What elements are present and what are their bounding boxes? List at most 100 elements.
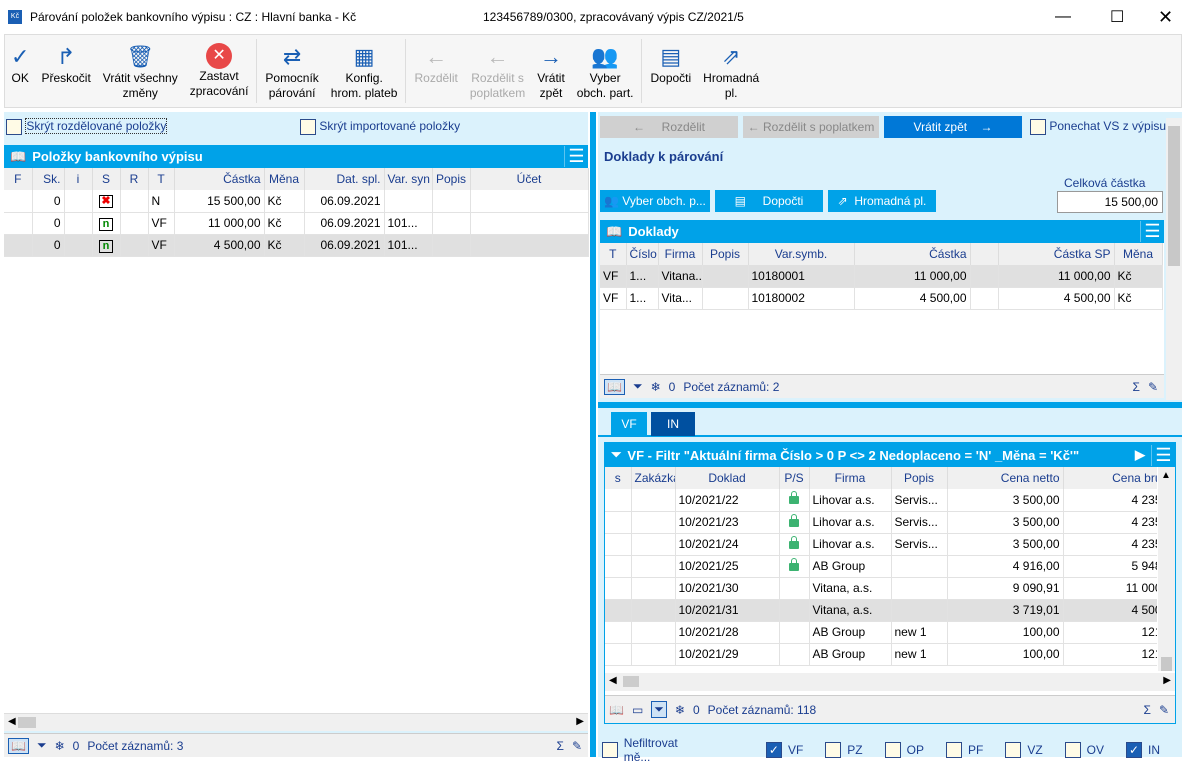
- hide-split-checkbox[interactable]: Skrýt rozdělované položky: [6, 118, 168, 135]
- pick-partner-button[interactable]: 👥 Vyber obch. p...: [600, 190, 710, 212]
- toolbar-button-6[interactable]: ▦ Konfig. hrom. plateb: [330, 44, 398, 100]
- table-row[interactable]: 0 n VF 4 500,00 Kč 06.09.2021 101...: [4, 234, 589, 257]
- sum-icon[interactable]: Σ: [1132, 379, 1140, 394]
- total-amount-field[interactable]: 15 500,00: [1057, 191, 1163, 213]
- column-header[interactable]: Firma: [809, 467, 892, 489]
- edit-icon[interactable]: ✎: [1158, 702, 1169, 717]
- column-header[interactable]: Cena netto: [947, 467, 1064, 489]
- close-button[interactable]: ✕: [1158, 6, 1174, 27]
- toolbar-button-5[interactable]: ⇄ Pomocník párování: [265, 44, 319, 100]
- table-row[interactable]: VF 1... Vita... 10180002 4 500,00 4 500,00 Kč: [600, 287, 1163, 310]
- checkbox[interactable]: [1064, 742, 1081, 758]
- filter-icon[interactable]: ⏷: [632, 379, 643, 393]
- checkbox[interactable]: [945, 742, 962, 758]
- filter-icon[interactable]: ⏷: [651, 701, 667, 718]
- table-row[interactable]: VF 1... Vitana... 10180001 11 000,00 11 000,0…: [600, 265, 1163, 288]
- check-pz[interactable]: PZ: [825, 736, 863, 764]
- column-header[interactable]: Částka: [854, 243, 971, 265]
- book-icon[interactable]: 📖: [609, 702, 624, 717]
- bulk-payment-button[interactable]: ⇗ Hromadná pl.: [828, 190, 936, 212]
- column-header[interactable]: Zakázka: [631, 467, 676, 489]
- column-header[interactable]: [970, 243, 999, 265]
- column-header[interactable]: Sk.: [32, 168, 65, 190]
- archive-icon[interactable]: ▭: [631, 702, 644, 717]
- column-header[interactable]: Var. syn: [384, 168, 433, 190]
- vertical-scrollbar[interactable]: [1166, 118, 1182, 400]
- horizontal-splitter[interactable]: [598, 402, 1182, 408]
- play-icon[interactable]: ▶: [1135, 447, 1145, 462]
- column-header[interactable]: S: [92, 168, 121, 190]
- menu-icon[interactable]: ☰: [564, 146, 588, 167]
- toolbar-button-8[interactable]: ← Rozdělit: [414, 44, 458, 85]
- horizontal-scrollbar[interactable]: ◀ ▶: [605, 673, 1175, 691]
- tab-vf[interactable]: VF: [611, 412, 647, 436]
- column-header[interactable]: Var.symb.: [748, 243, 855, 265]
- column-header[interactable]: Účet: [470, 168, 589, 190]
- toolbar-button-3[interactable]: ✕ Zastavt zpracování: [184, 35, 255, 107]
- keep-vs-checkbox[interactable]: Ponechat VS z výpisu: [1030, 119, 1166, 135]
- check-vf[interactable]: ✓ VF: [765, 736, 803, 764]
- horizontal-scrollbar[interactable]: ◀ ▶: [4, 713, 588, 731]
- snowflake-icon[interactable]: ❄: [674, 702, 685, 717]
- column-header[interactable]: Doklad: [675, 467, 780, 489]
- sum-icon[interactable]: Σ: [556, 738, 564, 753]
- checkbox[interactable]: ✓: [1126, 742, 1142, 758]
- book-icon[interactable]: 📖: [604, 378, 625, 395]
- column-header[interactable]: R: [120, 168, 149, 190]
- column-header[interactable]: Cena bru: [1063, 467, 1157, 489]
- snowflake-icon[interactable]: ❄: [650, 379, 661, 394]
- column-header[interactable]: F: [4, 168, 33, 190]
- checkbox[interactable]: [825, 742, 842, 758]
- column-header[interactable]: Popis: [702, 243, 749, 265]
- table-row[interactable]: 0 n VF 11 000,00 Kč 06.09.2021 101...: [4, 212, 589, 235]
- toolbar-button-14[interactable]: ⇗ Hromadná pl.: [703, 44, 760, 100]
- column-header[interactable]: Měna: [1114, 243, 1163, 265]
- toolbar-button-11[interactable]: 👥 Vyber obch. part.: [576, 44, 634, 100]
- column-header[interactable]: i: [64, 168, 93, 190]
- toolbar-button-0[interactable]: ✓ OK: [11, 44, 30, 85]
- checkbox[interactable]: [884, 742, 901, 758]
- column-header[interactable]: s: [605, 467, 632, 489]
- hide-imported-checkbox[interactable]: Skrýt importované položky: [300, 119, 460, 135]
- edit-icon[interactable]: ✎: [1147, 379, 1158, 394]
- recalc-button[interactable]: ▤ Dopočti: [715, 190, 823, 212]
- column-header[interactable]: Měna: [264, 168, 305, 190]
- check-pf[interactable]: PF: [945, 736, 983, 764]
- toolbar-button-9[interactable]: ← Rozdělit s poplatkem: [469, 44, 526, 100]
- column-header[interactable]: Číslo: [626, 243, 659, 265]
- maximize-button[interactable]: ☐: [1110, 9, 1125, 26]
- table-row[interactable]: 10/2021/22 Lihovar a.s. Servis... 3 500,00 4…: [605, 489, 1157, 512]
- toolbar-button-1[interactable]: ↱ Přeskočit: [41, 44, 91, 85]
- vertical-scrollbar[interactable]: ▲: [1158, 467, 1175, 671]
- edit-icon[interactable]: ✎: [571, 738, 582, 753]
- table-row[interactable]: 10/2021/23 Lihovar a.s. Servis... 3 500,00 4…: [605, 511, 1157, 534]
- filter-icon[interactable]: ⏷: [36, 738, 47, 752]
- column-header[interactable]: Dat. spl.: [304, 168, 385, 190]
- revert-button[interactable]: Vrátit zpět →: [884, 116, 1022, 138]
- toolbar-button-10[interactable]: → Vrátit zpět: [537, 44, 565, 100]
- sum-icon[interactable]: Σ: [1143, 702, 1151, 717]
- checkbox[interactable]: [602, 742, 618, 758]
- checkbox[interactable]: [1005, 742, 1022, 758]
- column-header[interactable]: Firma: [658, 243, 703, 265]
- column-header[interactable]: Částka SP: [998, 243, 1115, 265]
- check-ov[interactable]: OV: [1064, 736, 1104, 764]
- checkbox[interactable]: ✓: [765, 742, 782, 758]
- check-nefiltrovatm[interactable]: Nefiltrovat mě...: [602, 736, 706, 764]
- vertical-splitter[interactable]: [590, 112, 596, 757]
- table-row[interactable]: 10/2021/31 Vitana, a.s. 3 719,014 500: [605, 599, 1157, 622]
- table-row[interactable]: 10/2021/24 Lihovar a.s. Servis... 3 500,00 4…: [605, 533, 1157, 556]
- menu-icon[interactable]: ☰: [1151, 444, 1175, 466]
- column-header[interactable]: P/S: [779, 467, 810, 489]
- check-vz[interactable]: VZ: [1005, 736, 1043, 764]
- split-fee-button[interactable]: ← Rozdělit s poplatkem: [743, 116, 879, 138]
- tab-in[interactable]: IN: [651, 412, 695, 436]
- table-row[interactable]: 10/2021/25 AB Group 4 916,005 948: [605, 555, 1157, 578]
- menu-icon[interactable]: ☰: [1140, 221, 1164, 242]
- toolbar-button-13[interactable]: ▤ Dopočti: [650, 44, 692, 85]
- column-header[interactable]: T: [600, 243, 627, 265]
- check-op[interactable]: OP: [884, 736, 924, 764]
